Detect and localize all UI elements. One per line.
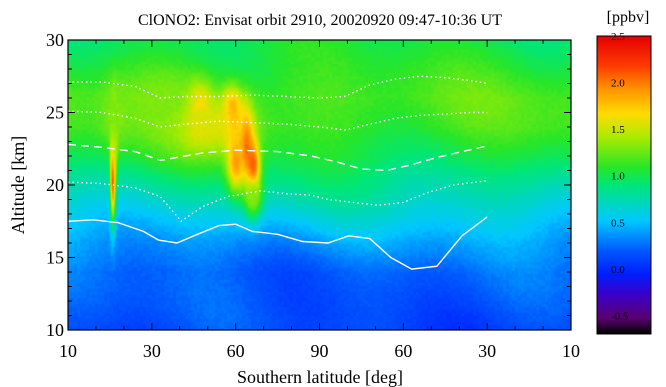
heatmap-image bbox=[68, 40, 571, 330]
y-tick-label: 10 bbox=[46, 320, 64, 340]
colorbar-ticks: 2.5 2.0 1.5 1.0 0.5 0.0 -0.5 bbox=[611, 31, 629, 322]
colorbar-tick-label: 0.0 bbox=[611, 264, 625, 276]
x-tick-label: 90 bbox=[311, 341, 329, 361]
x-axis-label: Southern latitude [deg] bbox=[237, 367, 403, 387]
x-tick-labels: 10 30 60 90 60 30 10 bbox=[59, 341, 580, 361]
x-tick-label: 10 bbox=[59, 341, 77, 361]
isoline-dotted bbox=[67, 180, 488, 223]
y-tick-label: 30 bbox=[46, 30, 64, 50]
y-tick-label: 20 bbox=[46, 175, 64, 195]
y-tick-label: 25 bbox=[46, 103, 64, 123]
isoline-dotted bbox=[68, 75, 488, 99]
colorbar-tick-label: 0.5 bbox=[611, 217, 625, 229]
colorbar-frame bbox=[596, 35, 652, 335]
colorbar-tick-label: -0.5 bbox=[611, 310, 629, 322]
x-tick-label: 60 bbox=[227, 341, 245, 361]
isoline-dashed bbox=[67, 143, 488, 172]
axis-ticks bbox=[67, 39, 572, 331]
colorbar-tick-label: 1.5 bbox=[611, 124, 625, 136]
colorbar-tick-label: 2.0 bbox=[611, 78, 625, 90]
y-axis-label: Altitude [km] bbox=[8, 136, 28, 234]
colorbar: [ppbv] 2.5 2.0 1.5 1.0 0.5 0.0 -0.5 bbox=[596, 9, 652, 335]
x-tick-label: 30 bbox=[143, 341, 161, 361]
x-tick-label: 60 bbox=[394, 341, 412, 361]
isoline-group bbox=[67, 75, 488, 270]
x-tick-label: 30 bbox=[478, 341, 496, 361]
isoline-solid bbox=[67, 216, 488, 270]
colorbar-tick-label: 1.0 bbox=[611, 171, 625, 183]
y-tick-label: 15 bbox=[46, 248, 64, 268]
colorbar-label: [ppbv] bbox=[607, 9, 650, 26]
chart-title: ClONO2: Envisat orbit 2910, 20020920 09:… bbox=[138, 12, 502, 29]
y-tick-labels: 10 15 20 25 30 bbox=[46, 30, 64, 340]
colorbar-image bbox=[597, 36, 651, 334]
plot-area bbox=[67, 39, 572, 331]
colorbar-tick-label: 2.5 bbox=[611, 31, 625, 43]
x-tick-label: 10 bbox=[562, 341, 580, 361]
